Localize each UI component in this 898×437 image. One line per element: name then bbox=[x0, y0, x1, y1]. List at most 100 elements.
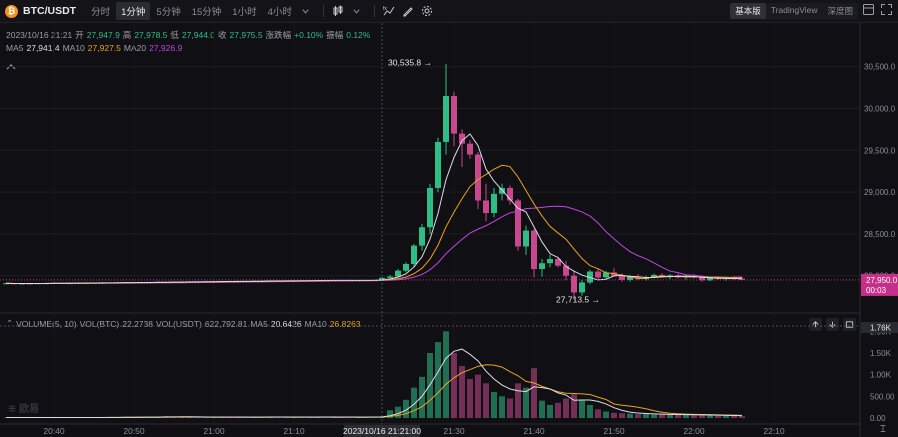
candle-body bbox=[619, 275, 625, 280]
crosshair-volume-label: 1.76K bbox=[870, 324, 892, 333]
candle-type-icon[interactable] bbox=[330, 3, 346, 19]
candle-body bbox=[723, 277, 729, 280]
interval-tab-5m[interactable]: 5分钟 bbox=[156, 7, 181, 18]
candle-body bbox=[547, 259, 553, 264]
vol-ma5-label: MA5 bbox=[250, 318, 268, 329]
close-value: 27,975.5 bbox=[229, 30, 263, 40]
fullscreen-icon[interactable] bbox=[880, 3, 894, 17]
volume-bar bbox=[363, 417, 369, 418]
volume-bar bbox=[475, 374, 481, 418]
current-price-label: 27,950.0 bbox=[866, 276, 898, 285]
settings-icon[interactable] bbox=[419, 3, 435, 19]
candle-body bbox=[507, 187, 513, 201]
price-tick-label: 28,000.0 bbox=[864, 272, 896, 281]
crosshair-volume-box bbox=[861, 322, 898, 333]
time-tick-label: 20:50 bbox=[123, 426, 145, 436]
price-tick-label: 29,500.0 bbox=[864, 146, 896, 155]
volume-bar bbox=[275, 416, 281, 418]
ma20-line bbox=[5, 205, 743, 285]
volume-title: VOLUME(5, 10) bbox=[16, 318, 77, 329]
volume-bar bbox=[643, 413, 649, 418]
candle-body bbox=[571, 275, 577, 293]
crosshair-time-label: 2023/10/16 21:21:00 bbox=[343, 426, 421, 436]
volume-bar bbox=[595, 409, 601, 418]
volume-bar bbox=[331, 417, 337, 418]
view-depth-button[interactable]: 深度图 bbox=[827, 6, 853, 16]
interval-tab-4h[interactable]: 4小时 bbox=[267, 7, 292, 18]
candle-body bbox=[443, 95, 449, 142]
view-basic-button[interactable]: 基本版 bbox=[730, 3, 766, 19]
volume-bar bbox=[179, 417, 185, 418]
volume-bar bbox=[571, 394, 577, 418]
collapse-legend-icon[interactable] bbox=[5, 62, 17, 72]
volume-bar bbox=[75, 417, 81, 418]
candle-body bbox=[731, 277, 737, 279]
candle-body bbox=[131, 282, 137, 284]
amplitude-label: 振幅 bbox=[326, 30, 344, 40]
candle-body bbox=[451, 95, 457, 134]
candle-body bbox=[307, 280, 313, 282]
candle-body bbox=[51, 282, 57, 284]
candle-body bbox=[35, 283, 41, 285]
price-tick-label: 30,000.0 bbox=[864, 105, 896, 114]
volume-bar bbox=[99, 417, 105, 418]
volume-bar bbox=[507, 398, 513, 418]
time-tick-label: 22:10 bbox=[763, 426, 785, 436]
volume-bar bbox=[587, 405, 593, 418]
volume-bar bbox=[531, 368, 537, 418]
vol-usdt-label: VOL(USDT) bbox=[156, 318, 202, 329]
volume-bar bbox=[3, 417, 9, 418]
volume-bar bbox=[691, 415, 697, 418]
cursor-icon[interactable]: ⌶ bbox=[880, 424, 886, 435]
candle-body bbox=[675, 275, 681, 278]
close-pane-icon[interactable] bbox=[843, 318, 856, 331]
move-down-icon[interactable] bbox=[826, 318, 839, 331]
volume-bar bbox=[227, 417, 233, 418]
volume-bar bbox=[51, 417, 57, 418]
volume-bar bbox=[235, 417, 241, 418]
chevron-down-icon[interactable] bbox=[349, 3, 365, 19]
volume-bar bbox=[435, 342, 441, 418]
vol-ma5-value: 20.6426 bbox=[270, 318, 302, 329]
interval-tab-1h[interactable]: 1小时 bbox=[232, 7, 257, 18]
layout-icon[interactable] bbox=[862, 3, 876, 17]
volume-bar bbox=[627, 413, 633, 418]
time-tick-label: 22:00 bbox=[683, 426, 705, 436]
interval-tab-timeline[interactable]: 分时 bbox=[91, 7, 111, 18]
chart-toolbar: ₿ BTC/USDT 分时 1分钟 5分钟 15分钟 1小时 4小时 fx 基本… bbox=[0, 0, 898, 23]
candle-body bbox=[579, 282, 585, 293]
collapse-volume-icon[interactable]: ⌃ bbox=[6, 318, 14, 328]
time-tick-label: 21:30 bbox=[443, 426, 465, 436]
volume-bar bbox=[411, 387, 417, 418]
candle-body bbox=[227, 281, 233, 283]
volume-bar bbox=[187, 417, 193, 418]
candle-body bbox=[539, 263, 545, 270]
drawing-icon[interactable] bbox=[400, 3, 416, 19]
candle-body bbox=[251, 280, 257, 282]
candle-body bbox=[43, 283, 49, 285]
candle-body bbox=[643, 276, 649, 280]
candle-body bbox=[163, 281, 169, 283]
volume-bar bbox=[483, 383, 489, 418]
low-annotation: 27,713.5 → bbox=[556, 295, 600, 305]
change-value: +0.10% bbox=[294, 30, 324, 40]
indicator-icon[interactable]: fx bbox=[381, 3, 397, 19]
candle-body bbox=[91, 282, 97, 284]
candle-body bbox=[275, 280, 281, 282]
candle-body bbox=[691, 276, 697, 278]
view-tradingview-button[interactable]: TradingView bbox=[770, 5, 818, 15]
volume-tick-label: 1.00K bbox=[870, 371, 892, 380]
interval-tab-1m[interactable]: 1分钟 bbox=[116, 2, 151, 20]
volume-bar bbox=[707, 415, 713, 418]
volume-bar bbox=[659, 414, 665, 418]
pair-title[interactable]: BTC/USDT bbox=[23, 5, 77, 17]
volume-bar bbox=[139, 417, 145, 418]
volume-tick-label: 0.00 bbox=[870, 414, 886, 423]
interval-tab-15m[interactable]: 15分钟 bbox=[191, 7, 222, 18]
move-up-icon[interactable] bbox=[809, 318, 822, 331]
candle-body bbox=[235, 281, 241, 283]
chevron-down-icon[interactable] bbox=[298, 3, 314, 19]
change-label: 涨跌幅 bbox=[265, 30, 292, 40]
volume-bar bbox=[115, 417, 121, 418]
